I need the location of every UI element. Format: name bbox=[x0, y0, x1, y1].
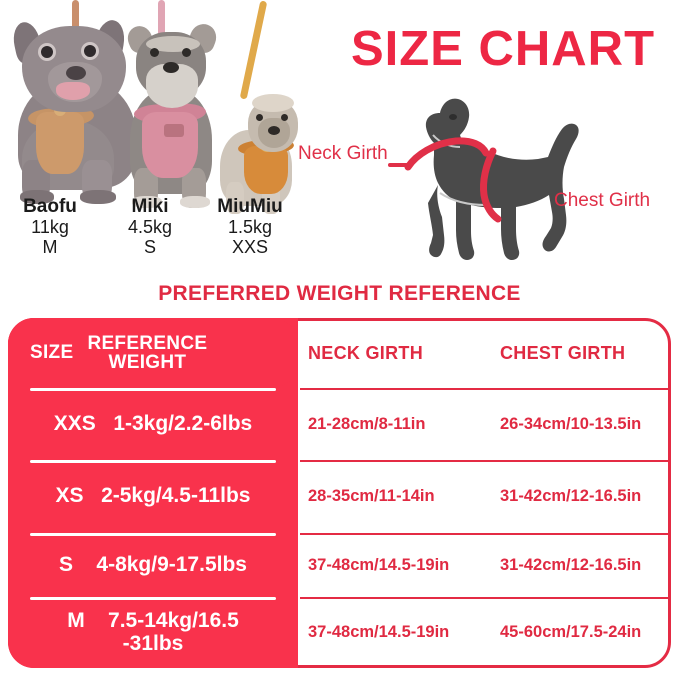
header-size-weight-cell: SIZE REFERENCE WEIGHT bbox=[8, 332, 298, 373]
header-size-label: SIZE bbox=[30, 342, 74, 363]
row-size: XXS bbox=[53, 411, 96, 435]
table-header-row: SIZE REFERENCE WEIGHT NECK GIRTH CHEST G… bbox=[8, 318, 671, 388]
row-chest-girth: 45-60cm/17.5-24in bbox=[500, 623, 642, 641]
row-neck-girth: 28-35cm/11-14in bbox=[308, 487, 435, 505]
row-size-weight-cell: XS 2-5kg/4.5-11lbs bbox=[8, 485, 298, 507]
dog-size: XXS bbox=[231, 237, 269, 258]
dog-name: MiuMiu bbox=[217, 196, 283, 217]
dog-caption-miumiu: MiuMiu 1.5kg XXS bbox=[200, 196, 300, 268]
dog-weight: 11kg bbox=[31, 217, 69, 238]
row-chest-girth: 26-34cm/10-13.5in bbox=[500, 414, 642, 433]
dog-weight: 4.5kg bbox=[127, 217, 173, 238]
dog-caption-baofu: Baofu 11kg M bbox=[0, 196, 100, 268]
table-header-fill bbox=[8, 318, 298, 388]
neck-girth-band bbox=[404, 137, 490, 171]
dog-captions: Baofu 11kg M Miki 4.5kg S MiuMiu 1.5kg X… bbox=[0, 196, 300, 268]
dog-size: M bbox=[42, 237, 58, 258]
row-size-weight-cell: M 7.5-14kg/16.5 -31lbs bbox=[8, 610, 298, 654]
row-size-weight-cell: S 4-8kg/9-17.5lbs bbox=[8, 552, 298, 576]
row-weight: 1-3kg/2.2-6lbs bbox=[113, 411, 253, 435]
dog-weight: 1.5kg bbox=[227, 217, 273, 238]
row-size: XS bbox=[55, 484, 84, 508]
row-size: S bbox=[59, 552, 74, 576]
dog-caption-miki: Miki 4.5kg S bbox=[100, 196, 200, 268]
dog-photos bbox=[0, 0, 320, 214]
row-size: M bbox=[67, 609, 85, 633]
table-subtitle: PREFERRED WEIGHT REFERENCE bbox=[158, 282, 521, 305]
chest-girth-label: Chest Girth bbox=[554, 190, 651, 211]
row-neck-girth: 21-28cm/8-11in bbox=[308, 414, 426, 433]
row-weight: 7.5-14kg/16.5 bbox=[108, 609, 239, 633]
dog-name: Baofu bbox=[23, 196, 77, 217]
table-row: S 4-8kg/9-17.5lbs 37-48cm/14.5-19in 31-4… bbox=[8, 533, 671, 597]
leash-2 bbox=[158, 0, 165, 52]
neck-girth-label: Neck Girth bbox=[298, 143, 388, 164]
row-size-weight-cell: XXS 1-3kg/2.2-6lbs bbox=[8, 411, 298, 435]
row-neck-girth: 37-48cm/14.5-19in bbox=[308, 555, 450, 574]
leash-3 bbox=[239, 0, 268, 100]
row-neck-girth: 37-48cm/14.5-19in bbox=[308, 623, 450, 641]
table-row: XS 2-5kg/4.5-11lbs 28-35cm/11-14in 31-42… bbox=[8, 460, 671, 533]
table-row: XXS 1-3kg/2.2-6lbs 21-28cm/8-11in 26-34c… bbox=[8, 388, 671, 460]
dog-name: Miki bbox=[131, 196, 169, 217]
header-reference-line2: WEIGHT bbox=[108, 352, 187, 373]
measurement-diagram: Neck Girth Chest Girth bbox=[290, 95, 679, 265]
header-neck-girth: NECK GIRTH bbox=[308, 342, 423, 363]
row-weight: 4-8kg/9-17.5lbs bbox=[96, 552, 247, 576]
header-reference-weight: REFERENCE WEIGHT bbox=[87, 332, 208, 373]
table-row: M 7.5-14kg/16.5 -31lbs 37-48cm/14.5-19in… bbox=[8, 597, 671, 668]
row-chest-girth: 31-42cm/12-16.5in bbox=[500, 555, 642, 574]
row-weight-line2: -31lbs bbox=[122, 631, 184, 655]
row-weight: 2-5kg/4.5-11lbs bbox=[101, 484, 251, 508]
page-title: SIZE CHART bbox=[351, 22, 655, 76]
size-table: SIZE REFERENCE WEIGHT NECK GIRTH CHEST G… bbox=[8, 318, 671, 668]
header-chest-girth: CHEST GIRTH bbox=[500, 342, 626, 363]
dog-silhouette-icon bbox=[388, 98, 579, 261]
chest-girth-band bbox=[480, 147, 502, 223]
header-reference-line1: REFERENCE bbox=[87, 332, 208, 354]
row-chest-girth: 31-42cm/12-16.5in bbox=[500, 487, 642, 505]
dog-size: S bbox=[143, 237, 156, 258]
